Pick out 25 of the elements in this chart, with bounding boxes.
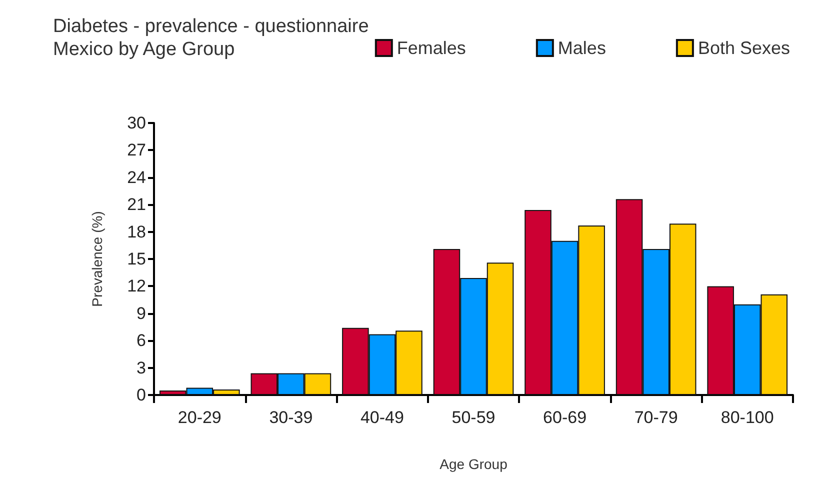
chart-subtitle: Mexico by Age Group: [53, 39, 235, 60]
y-tick-label: 30: [127, 114, 146, 132]
x-tick-label: 20-29: [178, 408, 222, 427]
y-tick-label: 27: [127, 140, 146, 160]
legend-label: Females: [396, 38, 466, 58]
y-tick-label: 9: [136, 304, 146, 323]
y-tick-label: 18: [127, 222, 146, 242]
y-tick-label: 0: [136, 386, 146, 404]
x-axis-title: Age Group: [440, 456, 508, 472]
x-tick-label: 80-100: [720, 408, 774, 427]
x-tick-label: 60-69: [543, 408, 587, 427]
y-tick-label: 24: [127, 168, 146, 187]
chart-title: Diabetes - prevalence - questionnaire: [53, 16, 369, 37]
x-tick-label: 40-49: [360, 408, 404, 427]
y-tick-label: 12: [127, 276, 146, 296]
y-tick-label: 6: [136, 331, 146, 350]
x-tick-label: 30-39: [269, 408, 313, 427]
y-tick-label: 21: [127, 195, 146, 214]
x-tick-label: 50-59: [452, 408, 496, 427]
legend-label: Both Sexes: [698, 38, 790, 58]
legend-label: Males: [558, 38, 606, 58]
y-tick-label: 15: [127, 250, 146, 268]
y-tick-label: 3: [136, 358, 146, 378]
y-axis-title: Prevalence (%): [89, 211, 105, 307]
x-tick-label: 70-79: [634, 408, 678, 427]
